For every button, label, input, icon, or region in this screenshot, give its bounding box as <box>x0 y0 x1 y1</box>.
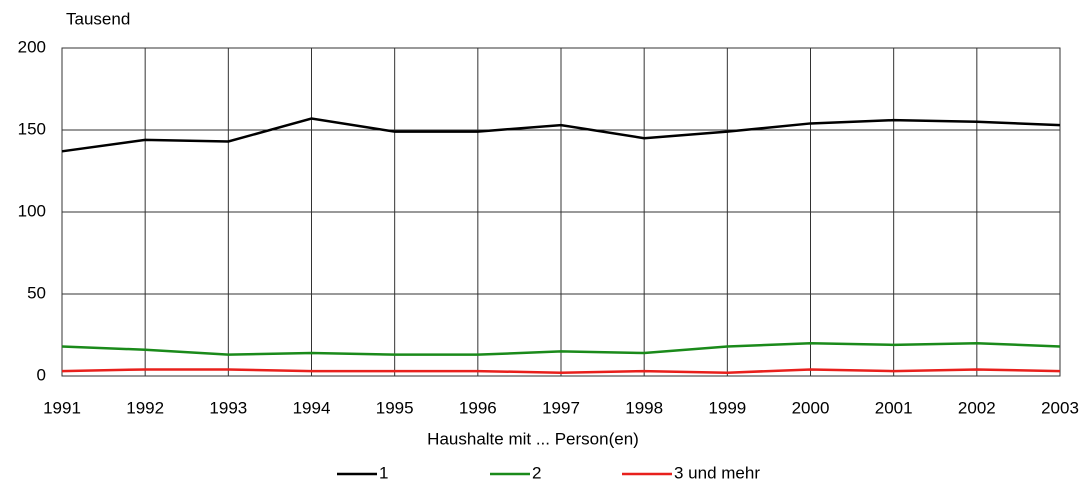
x-tick-label: 1998 <box>625 398 663 417</box>
x-tick-label: 1999 <box>708 398 746 417</box>
x-tick-label: 1997 <box>542 398 580 417</box>
plot-frame <box>61 47 1061 377</box>
x-tick-label: 1992 <box>126 398 164 417</box>
y-tick-label: 0 <box>37 365 46 384</box>
y-tick-label: 150 <box>18 119 46 138</box>
x-tick-label: 2000 <box>792 398 830 417</box>
data-line <box>61 341 1061 356</box>
data-line <box>61 117 1061 153</box>
y-tick-label: 100 <box>18 201 46 220</box>
legend-label: 3 und mehr <box>674 463 760 482</box>
x-tick-label: 1994 <box>293 398 331 417</box>
legend-label: 2 <box>532 463 541 482</box>
x-tick-label: 1996 <box>459 398 497 417</box>
x-tick-label: 1991 <box>43 398 81 417</box>
legend-label: 1 <box>379 463 388 482</box>
x-tick-label: 2001 <box>875 398 913 417</box>
y-tick-label: 200 <box>18 37 46 56</box>
x-tick-label: 1995 <box>376 398 414 417</box>
x-tick-label: 2003 <box>1041 398 1079 417</box>
y-axis-label: Tausend <box>66 9 130 28</box>
x-tick-label: 1993 <box>209 398 247 417</box>
x-tick-label: 2002 <box>958 398 996 417</box>
y-tick-label: 50 <box>27 283 46 302</box>
data-line <box>61 368 1061 374</box>
x-axis-label: Haushalte mit ... Person(en) <box>427 429 639 448</box>
